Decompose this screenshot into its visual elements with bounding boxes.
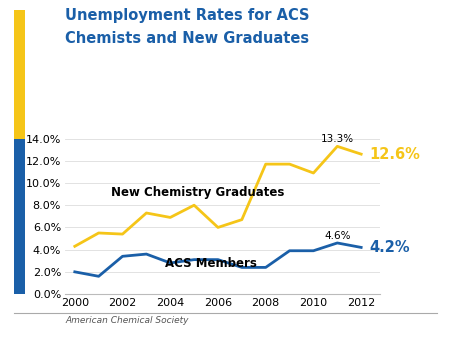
Text: Chemists and New Graduates: Chemists and New Graduates — [65, 31, 310, 46]
Text: 4.6%: 4.6% — [324, 231, 351, 241]
Text: Unemployment Rates for ACS: Unemployment Rates for ACS — [65, 8, 310, 23]
Text: New Chemistry Graduates: New Chemistry Graduates — [111, 186, 284, 198]
Text: 12.6%: 12.6% — [369, 147, 420, 162]
Text: 4.2%: 4.2% — [369, 240, 410, 255]
Text: 13.3%: 13.3% — [321, 134, 354, 144]
Text: American Chemical Society: American Chemical Society — [65, 316, 189, 325]
Text: ACS Members: ACS Members — [166, 257, 257, 270]
